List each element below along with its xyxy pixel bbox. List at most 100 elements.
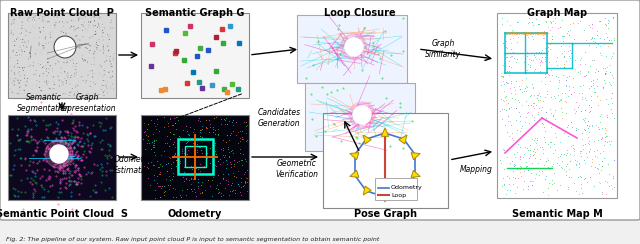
Point [228,174,239,178]
Point [586,109,596,113]
Point [527,82,537,86]
Point [589,58,599,61]
Point [530,176,540,180]
Point [535,145,545,149]
Point [164,173,174,177]
Point [508,50,518,54]
Point [570,58,580,62]
Point [76,85,86,89]
Point [39,80,49,83]
Point [528,166,538,170]
Point [501,55,511,59]
Point [161,162,172,165]
Point [235,129,245,133]
Point [80,59,90,62]
Point [170,116,180,120]
Point [211,141,221,145]
Point [579,62,589,66]
Point [149,145,159,149]
Point [220,122,230,126]
Point [96,60,106,64]
Point [546,20,556,24]
Point [202,137,212,141]
Point [93,43,103,47]
Point [197,127,207,131]
Point [234,139,244,143]
Point [191,194,201,198]
Point [595,36,605,40]
Point [607,187,617,191]
Point [227,148,237,152]
Point [213,159,223,163]
Point [595,98,605,102]
Point [182,138,192,142]
Point [579,158,589,162]
Point [42,79,52,83]
Point [511,118,522,122]
Point [216,122,227,126]
Point [6,22,17,26]
Point [534,91,544,95]
Point [100,79,110,83]
Point [169,116,179,120]
Point [234,190,244,194]
Point [70,72,80,76]
Point [11,14,21,18]
Point [600,71,611,74]
Point [196,135,207,139]
Point [601,31,611,35]
Point [188,187,198,191]
Point [41,70,51,73]
Point [68,61,79,65]
Point [538,135,548,139]
Point [201,126,211,130]
Point [600,135,610,139]
Point [201,118,211,122]
Point [511,79,521,83]
Point [182,187,192,191]
Point [66,24,76,28]
Point [163,141,173,145]
Point [24,20,34,24]
Point [589,86,600,90]
Point [14,52,24,56]
Point [198,154,209,158]
Point [164,144,174,148]
Point [11,53,21,57]
Point [143,161,153,165]
Point [521,164,531,168]
Point [15,78,26,82]
Point [99,84,109,88]
Point [542,142,552,146]
Point [22,77,33,81]
Point [536,59,546,63]
Point [167,153,177,157]
Point [51,62,61,66]
Point [242,180,252,184]
Point [510,97,520,101]
Point [67,51,77,55]
Point [74,17,84,21]
Point [605,107,616,111]
Point [44,31,54,35]
Point [59,61,69,65]
Point [579,178,589,182]
Point [72,26,82,30]
Point [568,76,579,80]
Point [19,81,29,84]
Point [37,15,47,19]
Point [186,187,196,191]
Point [104,70,114,74]
Point [85,36,95,40]
Point [106,62,116,66]
Point [139,121,149,125]
Point [536,121,547,125]
Point [550,96,560,100]
Point [199,163,209,167]
Point [200,125,211,129]
Point [589,140,599,143]
Point [540,75,550,79]
Point [102,93,113,97]
Point [586,41,596,45]
Point [41,41,51,45]
